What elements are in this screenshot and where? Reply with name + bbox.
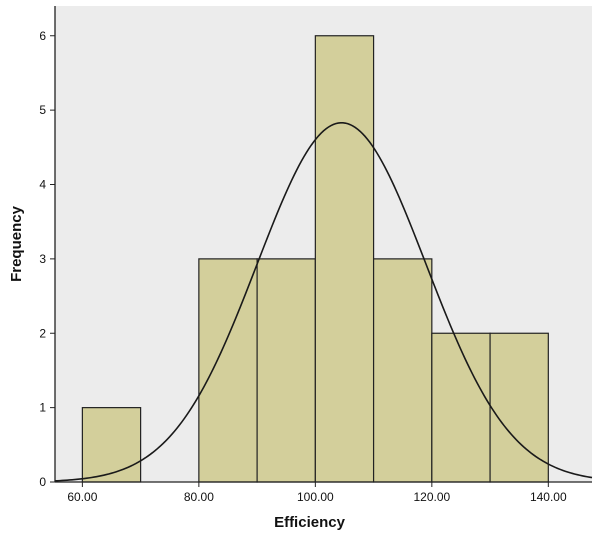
y-tick-label: 3 — [39, 252, 46, 266]
x-tick-label: 60.00 — [67, 490, 97, 504]
y-tick-label: 0 — [39, 475, 46, 489]
normal-curve — [54, 121, 593, 482]
histogram-bar-5 — [372, 258, 433, 483]
bars-layer — [81, 35, 549, 483]
x-axis-label: Efficiency — [274, 514, 346, 531]
curve-layer — [54, 121, 593, 482]
y-tick-label: 5 — [39, 103, 46, 117]
histogram-bar-6 — [431, 332, 491, 483]
histogram-bar-3 — [256, 258, 316, 483]
histogram-bar-1 — [81, 407, 142, 483]
histogram-bar-7 — [489, 332, 549, 483]
x-tick-label: 100.00 — [297, 490, 334, 504]
y-tick-label: 4 — [39, 178, 46, 192]
y-tick-label: 2 — [39, 326, 46, 340]
histogram-bar-4 — [314, 35, 375, 483]
x-ticks-layer: 60.00 80.00 100.00 120.00 140.00 — [67, 482, 567, 504]
x-tick-label: 140.00 — [530, 490, 567, 504]
x-tick-label: 80.00 — [184, 490, 214, 504]
y-axis-label: Frequency — [8, 205, 25, 282]
histogram-bar-2 — [198, 258, 258, 483]
axes-layer — [54, 6, 592, 483]
y-tick-label: 1 — [39, 401, 46, 415]
y-tick-label: 6 — [39, 29, 46, 43]
x-tick-label: 120.00 — [413, 490, 450, 504]
y-ticks-layer: 0 1 2 3 4 5 6 — [39, 29, 55, 489]
